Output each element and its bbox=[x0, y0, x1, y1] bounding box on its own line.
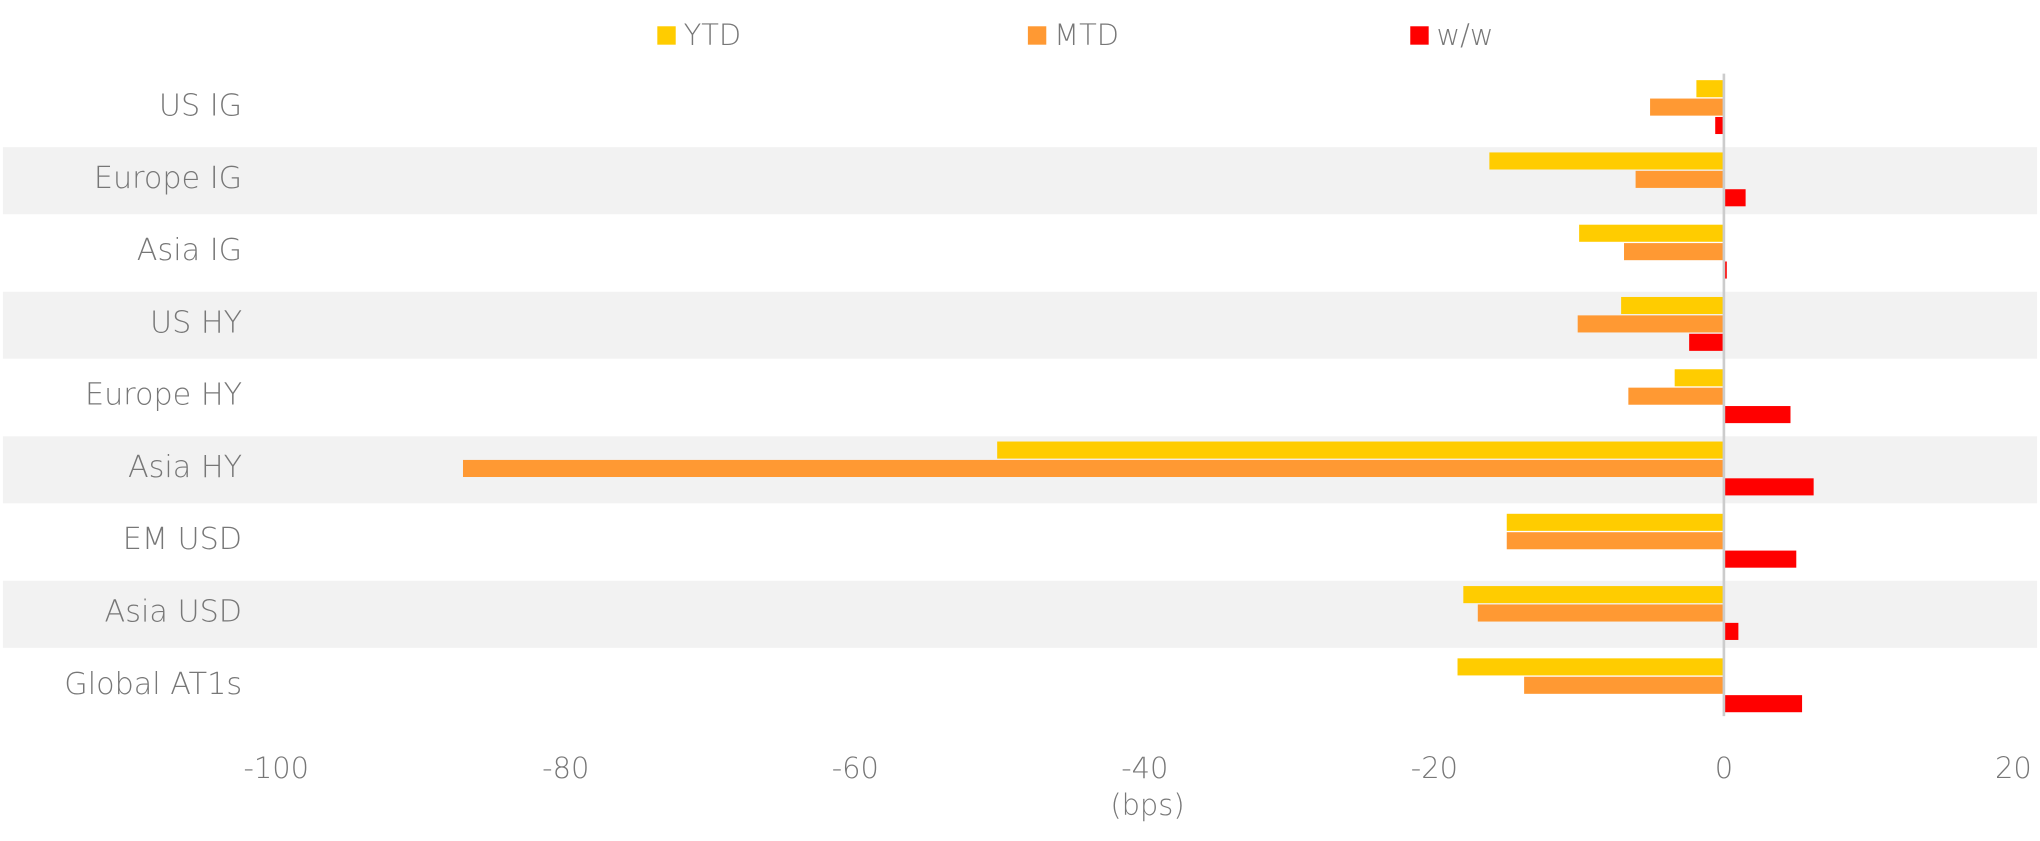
bar bbox=[1723, 189, 1746, 207]
x-tick-label: 0 bbox=[1715, 751, 1733, 785]
bar bbox=[1715, 116, 1724, 135]
y-tick-label: Europe HY bbox=[85, 378, 242, 413]
x-tick-label: -40 bbox=[1121, 751, 1168, 785]
bar bbox=[1506, 513, 1724, 531]
y-tick-label: Europe IG bbox=[94, 161, 242, 196]
bar bbox=[1624, 243, 1724, 261]
legend-swatch bbox=[657, 26, 676, 45]
x-tick-label: -20 bbox=[1411, 751, 1458, 785]
bar bbox=[1635, 170, 1724, 188]
bar bbox=[1621, 296, 1724, 315]
bar bbox=[1696, 80, 1724, 98]
legend-swatch bbox=[1410, 26, 1429, 45]
x-tick-label: 20 bbox=[1995, 751, 2032, 785]
x-tick-label: -80 bbox=[542, 751, 589, 785]
legend-swatch bbox=[1027, 26, 1047, 45]
bar bbox=[1628, 387, 1724, 405]
bar bbox=[1723, 261, 1727, 279]
x-tick-label: -100 bbox=[243, 751, 309, 785]
bar bbox=[1723, 550, 1797, 568]
legend-label: MTD bbox=[1054, 18, 1119, 52]
bar bbox=[1457, 658, 1724, 676]
bar bbox=[1650, 98, 1724, 116]
y-tick-label: Asia HY bbox=[128, 450, 242, 485]
bar bbox=[1524, 676, 1724, 694]
bar bbox=[1463, 586, 1724, 604]
row-band bbox=[2, 291, 2038, 359]
bar bbox=[1506, 532, 1724, 550]
bar bbox=[1674, 369, 1724, 387]
x-tick-label: -60 bbox=[832, 751, 879, 785]
x-axis-label: (bps) bbox=[1110, 788, 1184, 822]
y-tick-label: Asia USD bbox=[105, 595, 243, 630]
y-tick-label: US IG bbox=[159, 89, 242, 124]
bar bbox=[997, 441, 1724, 459]
bar bbox=[1689, 333, 1724, 351]
bar bbox=[1723, 622, 1739, 640]
legend-label: w/w bbox=[1437, 18, 1494, 52]
bar bbox=[1723, 695, 1803, 713]
y-tick-label: Global AT1s bbox=[64, 667, 242, 702]
bar bbox=[1723, 478, 1814, 496]
bar bbox=[1579, 224, 1724, 242]
legend-label: YTD bbox=[684, 18, 742, 52]
y-tick-label: EM USD bbox=[123, 522, 242, 557]
y-tick-label: Asia IG bbox=[137, 233, 242, 268]
bar bbox=[1723, 406, 1791, 424]
bar bbox=[462, 459, 1724, 478]
bar bbox=[1477, 604, 1724, 622]
y-tick-label: US HY bbox=[150, 305, 242, 340]
bar bbox=[1489, 152, 1724, 170]
bar bbox=[1577, 315, 1724, 333]
